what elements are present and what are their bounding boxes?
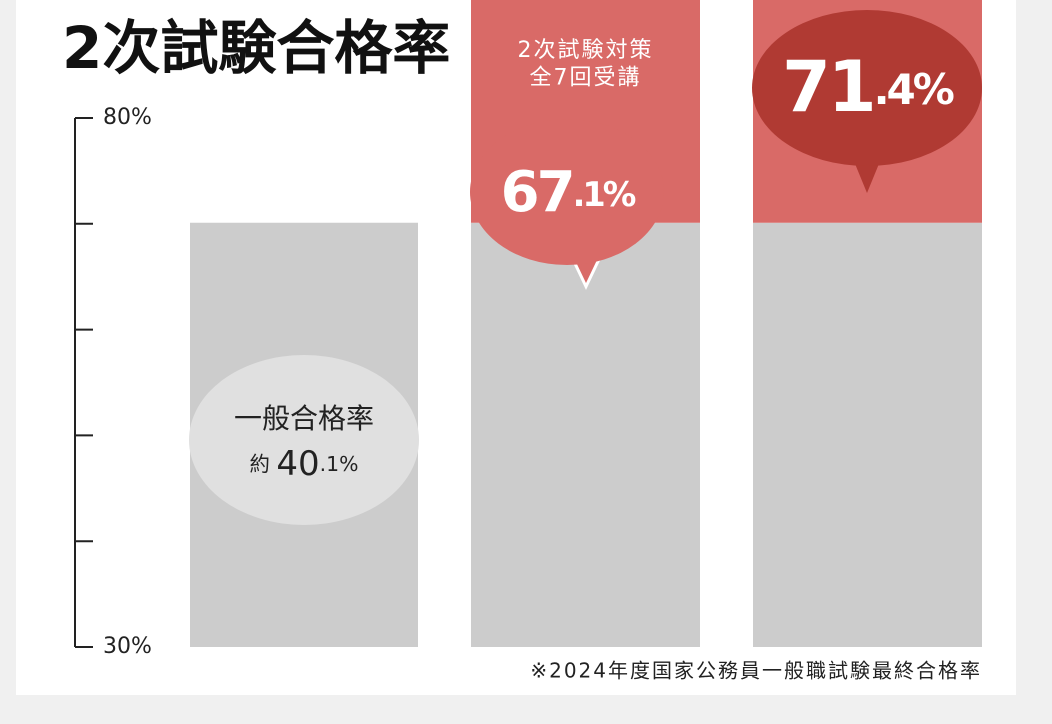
- bubble-body: [470, 119, 664, 265]
- total-label: 約 40.1%: [250, 444, 359, 484]
- bubble: [470, 119, 664, 290]
- bubble: [189, 355, 419, 525]
- bubble-body: [189, 355, 419, 525]
- bubble-title: 一般合格率: [234, 402, 374, 435]
- bar-segment: [471, 222, 700, 647]
- chart-title: 2次試験合格率: [62, 14, 450, 82]
- total-label: 67.1%: [501, 160, 636, 225]
- y-tick-label: 30%: [103, 634, 152, 659]
- total-label: 71.4%: [782, 46, 954, 128]
- y-tick-label: 80%: [103, 105, 152, 130]
- footnote: ※2024年度国家公務員一般職試験最終合格率: [530, 659, 982, 683]
- bar-segment: [753, 222, 982, 647]
- bubble-body: [752, 10, 982, 166]
- bubble: [752, 10, 982, 193]
- segment-label: 2次試験対策全7回受講: [518, 38, 654, 91]
